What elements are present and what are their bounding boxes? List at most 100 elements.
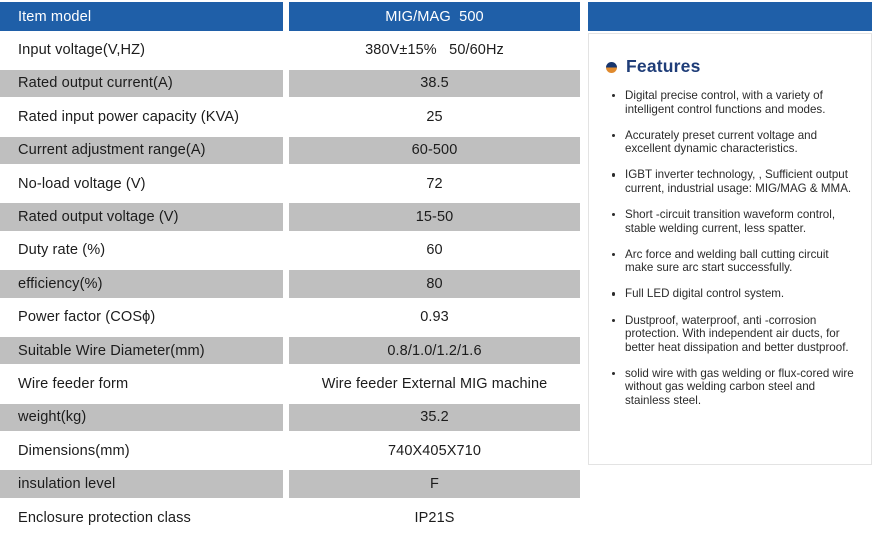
table-row: No-load voltage (V) 72	[0, 167, 580, 200]
feature-list-item: Accurately preset current voltage and ex…	[611, 129, 859, 156]
spec-label-text: Wire feeder form	[18, 375, 129, 392]
spec-value-cell: 60-500	[289, 134, 580, 167]
label-cell-band	[0, 336, 283, 365]
feature-list-item: Digital precise control, with a variety …	[611, 89, 859, 116]
table-row: Rated input power capacity (KVA) 25	[0, 100, 580, 133]
value-cell-band	[289, 2, 580, 32]
table-row: Power factor (COSϕ) 0.93	[0, 301, 580, 334]
spec-label-text: No-load voltage (V)	[18, 175, 146, 192]
spec-value-text: MIG/MAG 500	[385, 8, 484, 25]
spec-value-cell: 25	[289, 100, 580, 133]
spec-label-cell: Wire feeder form	[0, 367, 283, 400]
label-cell-band	[0, 403, 283, 432]
spec-label-text: Dimensions(mm)	[18, 442, 130, 459]
spec-value-text: 380V±15% 50/60Hz	[365, 42, 504, 59]
spec-value-text: 740X405X710	[387, 442, 482, 459]
table-row: Enclosure protection class IP21S	[0, 501, 580, 534]
spec-value-text: 60-500	[411, 142, 458, 159]
spec-label-cell: Power factor (COSϕ)	[0, 301, 283, 334]
spec-value-text: 0.93	[420, 309, 449, 326]
value-cell-band	[289, 403, 580, 432]
spec-value-text: 35.2	[420, 409, 449, 426]
spec-value-text: 15-50	[415, 209, 454, 226]
features-panel: Features Digital precise control, with a…	[586, 0, 874, 501]
spec-value-text: F	[430, 476, 439, 493]
spec-label-text: Power factor (COSϕ)	[18, 309, 156, 326]
features-content-box: Features Digital precise control, with a…	[588, 33, 872, 465]
table-row: Item model MIG/MAG 500	[0, 0, 580, 33]
features-title-row: Features	[589, 34, 871, 77]
spec-label-text: Current adjustment range(A)	[18, 142, 206, 159]
table-row: Dimensions(mm) 740X405X710	[0, 434, 580, 467]
value-cell-band	[289, 470, 580, 498]
table-row: Current adjustment range(A) 60-500	[0, 134, 580, 167]
spec-value-cell: F	[289, 467, 580, 500]
features-header-bar	[588, 2, 872, 31]
table-row: weight(kg) 35.2	[0, 401, 580, 434]
spec-label-text: insulation level	[18, 476, 116, 493]
table-row: efficiency(%) 80	[0, 267, 580, 300]
spec-label-cell: insulation level	[0, 467, 283, 500]
feature-list-item: IGBT inverter technology, , Sufficient o…	[611, 168, 859, 195]
spec-label-cell: weight(kg)	[0, 401, 283, 434]
value-cell-band	[289, 336, 580, 365]
spec-value-text: 25	[426, 108, 443, 125]
feature-list-item: solid wire with gas welding or flux-core…	[611, 367, 859, 408]
feature-list-item: Full LED digital control system.	[611, 287, 859, 301]
value-cell-band	[289, 136, 580, 164]
spec-value-cell: 60	[289, 234, 580, 267]
spec-label-text: Rated input power capacity (KVA)	[18, 108, 240, 125]
spec-value-text: 60	[426, 242, 443, 259]
spec-label-text: Suitable Wire Diameter(mm)	[18, 342, 205, 359]
spec-label-cell: Item model	[0, 0, 283, 33]
label-cell-band	[0, 69, 283, 98]
table-row: insulation level F	[0, 467, 580, 500]
spec-value-cell: 15-50	[289, 200, 580, 233]
spec-value-cell: 380V±15% 50/60Hz	[289, 33, 580, 66]
value-cell-band	[289, 270, 580, 298]
spec-label-text: efficiency(%)	[18, 275, 103, 292]
spec-label-cell: Current adjustment range(A)	[0, 134, 283, 167]
spec-label-text: Rated output voltage (V)	[18, 209, 179, 226]
spec-value-text: IP21S	[414, 509, 455, 526]
label-cell-band	[0, 470, 283, 498]
spec-value-text: 72	[426, 175, 443, 192]
spec-value-text: Wire feeder External MIG machine	[321, 375, 548, 392]
table-row: Rated output voltage (V) 15-50	[0, 200, 580, 233]
table-row: Duty rate (%) 60	[0, 234, 580, 267]
feature-bullet-icon	[606, 61, 617, 73]
spec-value-cell: 35.2	[289, 401, 580, 434]
spec-label-text: Rated output current(A)	[18, 75, 173, 92]
spec-value-cell: 740X405X710	[289, 434, 580, 467]
spec-value-cell: Wire feeder External MIG machine	[289, 367, 580, 400]
features-title: Features	[626, 56, 701, 76]
table-row: Input voltage(V,HZ) 380V±15% 50/60Hz	[0, 33, 580, 66]
feature-list-item: Arc force and welding ball cutting circu…	[611, 248, 859, 275]
spec-label-cell: Input voltage(V,HZ)	[0, 33, 283, 66]
table-row: Rated output current(A) 38.5	[0, 67, 580, 100]
spec-label-text: Input voltage(V,HZ)	[18, 42, 146, 59]
label-cell-band	[0, 136, 283, 164]
spec-label-text: Duty rate (%)	[18, 242, 106, 259]
spec-label-text: weight(kg)	[18, 409, 87, 426]
spec-value-cell: 72	[289, 167, 580, 200]
spec-value-text: 80	[426, 275, 443, 292]
spec-value-text: 0.8/1.0/1.2/1.6	[387, 342, 482, 359]
spec-value-cell: MIG/MAG 500	[289, 0, 580, 33]
spec-label-text: Enclosure protection class	[18, 509, 191, 526]
features-list: Digital precise control, with a variety …	[589, 77, 871, 408]
spec-label-cell: Rated output current(A)	[0, 67, 283, 100]
feature-list-item: Short -circuit transition waveform contr…	[611, 208, 859, 235]
spec-label-text: Item model	[18, 8, 92, 25]
spec-label-cell: Dimensions(mm)	[0, 434, 283, 467]
spec-label-cell: efficiency(%)	[0, 267, 283, 300]
spec-label-cell: Suitable Wire Diameter(mm)	[0, 334, 283, 367]
specification-table: Item model MIG/MAG 500 Input voltage(V,HZ)…	[0, 0, 580, 526]
label-cell-band	[0, 203, 283, 231]
spec-label-cell: Duty rate (%)	[0, 234, 283, 267]
spec-label-cell: Enclosure protection class	[0, 501, 283, 534]
label-cell-band	[0, 2, 283, 32]
spec-value-cell: 0.8/1.0/1.2/1.6	[289, 334, 580, 367]
label-cell-band	[0, 270, 283, 298]
